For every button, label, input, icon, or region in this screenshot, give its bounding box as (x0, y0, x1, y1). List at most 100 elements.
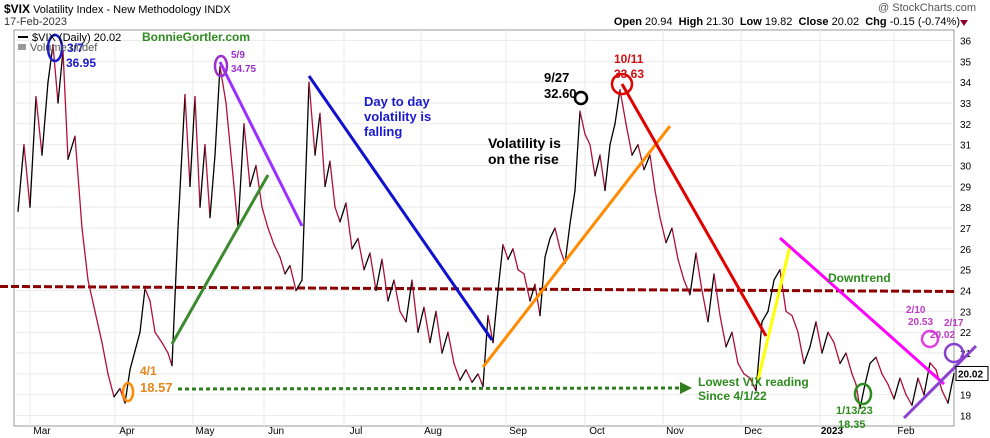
x-tick-label: Oct (589, 426, 605, 437)
series-segment (649, 154, 656, 192)
annotation-falling-1: Day to day (364, 94, 431, 109)
annotation-lowest-2: Since 4/1/22 (698, 389, 767, 403)
trendline-magenta-down (779, 236, 945, 386)
series-segment (502, 244, 509, 260)
annotation-rise-2: on the rise (488, 151, 559, 167)
series-segment (851, 373, 857, 385)
series-segment (631, 143, 639, 156)
series-segment (363, 252, 371, 271)
series-segment (35, 96, 43, 156)
series-segment (671, 227, 679, 260)
circle-2-17 (943, 342, 965, 364)
series-segment (731, 331, 739, 365)
y-tick-label: 28 (960, 203, 972, 214)
series-segment (707, 273, 715, 323)
series-segment (881, 373, 889, 385)
series-segment (773, 269, 781, 281)
annotation-5-9-date: 5/9 (231, 50, 245, 61)
series-segment (482, 314, 489, 388)
series-segment (893, 377, 901, 400)
series-segment (864, 362, 871, 385)
series-segment (184, 93, 191, 187)
series-segment (429, 310, 437, 344)
last-value-text: 20.02 (958, 369, 983, 380)
volume-swatch-icon (18, 44, 26, 50)
trendline-purple-down (218, 61, 304, 227)
series-segment (477, 373, 484, 388)
grid-lines (14, 30, 954, 426)
y-tick-label: 22 (960, 328, 972, 339)
y-tick-label: 36 (960, 36, 972, 47)
annotation-3-7-value: 36.95 (66, 56, 96, 70)
series-segment (199, 143, 206, 208)
series-segment (767, 279, 775, 313)
series-segment (539, 256, 546, 317)
series-segment (339, 202, 347, 223)
series-segment (17, 143, 25, 212)
series-segment (875, 356, 883, 375)
series-segment (267, 227, 275, 246)
series-segment (284, 264, 291, 275)
series-segment (273, 244, 281, 258)
chart-title: $VIX Volatility Index - New Methodology … (4, 2, 231, 16)
annotation-1-13-value: 18.35 (838, 419, 866, 431)
series-segment (351, 237, 359, 250)
annotation-1-13-date: 1/13/23 (836, 405, 873, 417)
circle-10-11 (610, 72, 634, 96)
series-segment (833, 341, 841, 365)
series-segment (725, 331, 733, 348)
series-segment (204, 143, 211, 219)
trendline-yellow-up (756, 245, 792, 381)
series-segment (554, 227, 561, 250)
series-segment (625, 123, 633, 156)
series-segment (512, 248, 519, 271)
series-segment (113, 387, 121, 398)
chg-label: Chg (865, 16, 887, 28)
series-segment (154, 331, 163, 344)
series-segment (417, 306, 425, 333)
annotation-rise-1: Volatility is (488, 135, 561, 151)
circle-3-7 (46, 33, 64, 63)
series-segment (453, 362, 461, 381)
annotation-3-7-date: 3/7 (67, 41, 84, 55)
series-segment (107, 373, 115, 398)
series-segment (517, 269, 525, 275)
trendline-green-up (170, 174, 270, 345)
series-segment (249, 164, 257, 187)
series-segment (314, 112, 321, 156)
series-segment (471, 373, 479, 383)
series-segment (219, 65, 227, 104)
open-label: Open (613, 16, 642, 28)
series-segment (534, 283, 541, 317)
annotation-lowest-1: Lowest VIX reading (698, 375, 809, 389)
series-segment (134, 331, 141, 352)
annotation-4-1-date: 4/1 (140, 364, 157, 378)
y-tick-label: 33 (960, 99, 972, 110)
close-value: 20.02 (831, 16, 860, 28)
y-tick-label: 30 (960, 161, 972, 172)
series-segment (574, 110, 581, 192)
series-segment (695, 252, 703, 292)
series-segment (827, 331, 835, 344)
series-segment (357, 237, 365, 271)
series-segment (923, 362, 931, 396)
instrument-name: Volatility Index - New Methodology (33, 4, 202, 16)
series-segment (345, 202, 353, 250)
series-segment (62, 50, 69, 160)
series-segment (324, 160, 331, 187)
series-segment (713, 273, 721, 317)
series-segment (167, 352, 173, 367)
series-segment (761, 310, 769, 323)
x-tick-label: 2023 (821, 426, 844, 437)
annotation-2-17-value: 20.02 (930, 330, 955, 341)
series-segment (737, 362, 745, 375)
series-segment (659, 216, 667, 244)
circle-2-10 (920, 329, 940, 349)
dotted-green-arrow (177, 386, 681, 391)
trendline-orange-up (481, 125, 672, 368)
series-segment (701, 289, 709, 323)
series-segment (594, 154, 601, 177)
series-segment (289, 264, 297, 292)
series-segment (523, 273, 531, 302)
series-segment (544, 237, 551, 258)
